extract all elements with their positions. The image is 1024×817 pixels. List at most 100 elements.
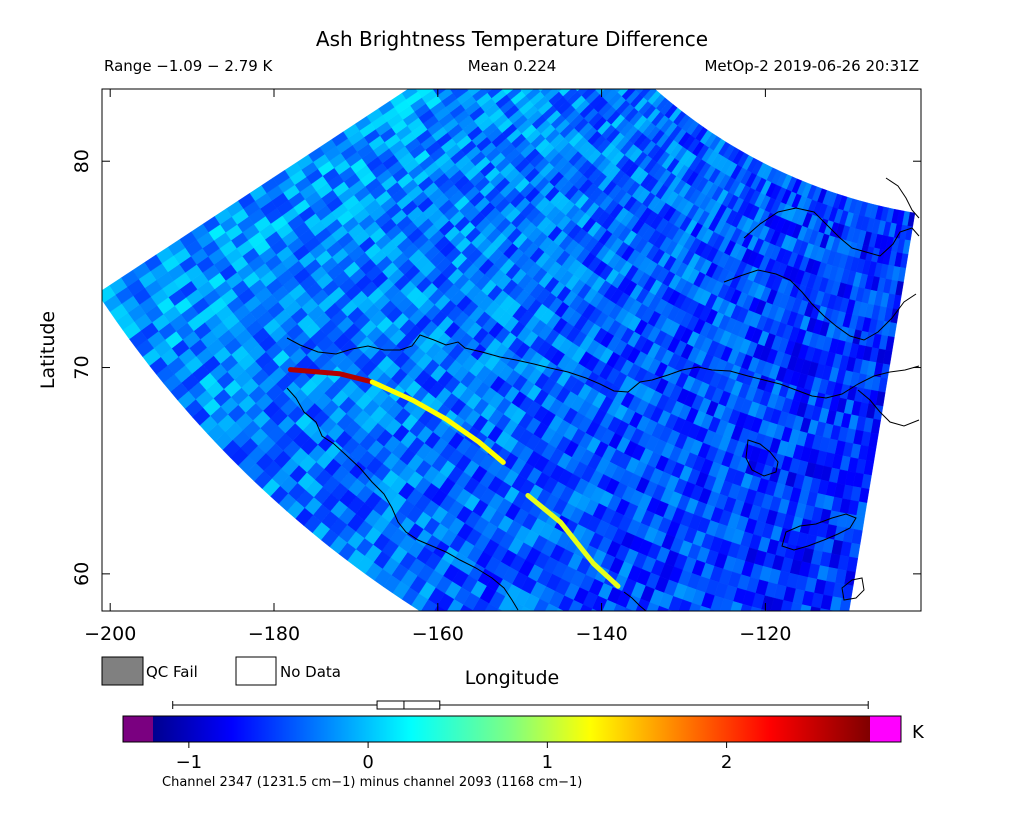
- heatmap-cells: [102, 63, 916, 640]
- heatmap-cell: [441, 68, 456, 82]
- coastline-mainland: [286, 334, 920, 399]
- heatmap-cell: [501, 89, 504, 90]
- heatmap-cell: [624, 607, 634, 611]
- heatmap-cell: [556, 607, 565, 611]
- heatmap-cell: [479, 74, 494, 88]
- heatmap-cell: [449, 89, 459, 94]
- heatmap-cell: [598, 63, 612, 77]
- heatmap-cell: [425, 70, 441, 84]
- heatmap-cell: [580, 64, 594, 78]
- heatmap-cell: [659, 623, 673, 640]
- heatmap-cell: [839, 597, 852, 611]
- chart-title: Ash Brightness Temperature Difference: [316, 27, 708, 51]
- heatmap-cell: [501, 614, 517, 631]
- heatmap-cell: [819, 608, 831, 611]
- heatmap-cell: [496, 608, 503, 611]
- x-tick-label: −160: [412, 623, 464, 645]
- heatmap-cell: [633, 89, 637, 91]
- heatmap-cell: [485, 621, 501, 639]
- heatmap-cell: [649, 619, 663, 636]
- heatmap-cell: [567, 599, 583, 611]
- heatmap-cell: [471, 609, 475, 611]
- heatmap-cell: [551, 73, 566, 87]
- y-tick-label: 60: [71, 562, 93, 586]
- colorbar-caption: Channel 2347 (1231.5 cm−1) minus channel…: [162, 775, 582, 790]
- heatmap-cell: [656, 605, 669, 611]
- heatmap-cell: [584, 68, 598, 82]
- heatmap-cell: [815, 622, 827, 638]
- heatmap-cell: [692, 619, 706, 635]
- heatmap-cell: [546, 621, 562, 638]
- y-tick-label: 80: [71, 149, 93, 173]
- plot-frame: [101, 88, 922, 612]
- x-axis: −200 −180 −160 −140 −120: [84, 89, 791, 645]
- legend-label-no-data: No Data: [280, 663, 341, 681]
- heatmap-cell: [420, 599, 438, 611]
- heatmap-cell: [635, 598, 650, 611]
- coastline-south: [623, 591, 647, 611]
- heatmap-cell: [725, 615, 738, 631]
- heatmap-cell: [537, 89, 544, 92]
- heatmap-cell: [619, 65, 633, 79]
- heatmap-cell: [667, 609, 674, 611]
- colorbar-units: K: [912, 722, 925, 743]
- legend: QC Fail No Data: [101, 656, 341, 686]
- heatmap-cell: [446, 598, 464, 611]
- heatmap-cell: [716, 612, 730, 628]
- y-tick-label: 70: [71, 355, 93, 379]
- heatmap-cell: [645, 602, 660, 611]
- heatmap-cell: [590, 608, 598, 611]
- heatmap-cell: [790, 602, 802, 611]
- heatmap-cell: [602, 67, 616, 81]
- heatmap-cell: [837, 612, 849, 628]
- heatmap-cell: [709, 608, 718, 611]
- plot-area: [102, 63, 921, 640]
- heatmap-cell: [579, 604, 593, 611]
- heatmap-cell: [606, 71, 620, 85]
- heatmap-cell: [750, 606, 762, 611]
- heatmap-cell: [556, 89, 563, 92]
- legend-swatch-qc-fail: [101, 656, 144, 686]
- heatmap-cell: [780, 599, 793, 611]
- heatmap-cell: [770, 597, 784, 611]
- heatmap-cell: [719, 598, 734, 611]
- y-axis: 60 70 80: [71, 149, 921, 586]
- coastline-north: [885, 177, 920, 219]
- ash-band: [369, 379, 506, 465]
- heatmap-cell: [484, 89, 493, 94]
- heatmap-cell: [432, 89, 435, 90]
- x-axis-label: Longitude: [465, 667, 560, 689]
- heatmap-cell: [796, 618, 808, 634]
- colorbar-frame: [122, 715, 902, 743]
- heatmap-cell: [437, 63, 453, 77]
- colorbar-gradient: [153, 716, 870, 742]
- coastline-southeast: [857, 389, 920, 427]
- heatmap-cell: [569, 73, 583, 87]
- colorbar-ticks: −1 0 1 2: [176, 742, 732, 773]
- heatmap-cell: [729, 601, 743, 611]
- legend-label-qc-fail: QC Fail: [146, 663, 198, 681]
- y-axis-label: Latitude: [37, 311, 59, 389]
- ash-bands: [287, 367, 621, 589]
- colorbar-over-swatch: [870, 716, 901, 742]
- heatmap-cell: [673, 613, 687, 630]
- heatmap-cell: [520, 606, 533, 611]
- coastline-islands: [743, 207, 920, 257]
- heatmap-cell: [740, 603, 752, 611]
- heatmap-cell: [544, 603, 559, 611]
- ash-band: [287, 367, 375, 385]
- x-tick-label: −200: [84, 623, 136, 645]
- mean-text: Mean 0.224: [468, 57, 557, 75]
- heatmap-cell: [433, 605, 447, 611]
- x-tick-label: −120: [739, 623, 791, 645]
- heatmap-cell: [702, 622, 716, 638]
- legend-swatch-no-data: [235, 656, 277, 686]
- coastlines: [286, 177, 920, 611]
- heatmap-cell: [532, 73, 547, 87]
- heatmap-cell: [699, 605, 711, 611]
- heatmap-cell: [825, 624, 837, 640]
- colorbar-tick-label: 1: [542, 752, 553, 773]
- heatmap-cell: [588, 72, 602, 86]
- heatmap-cell: [536, 616, 552, 633]
